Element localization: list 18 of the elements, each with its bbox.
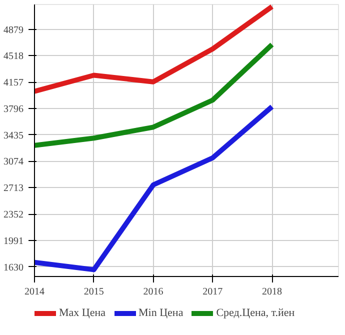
y-tick-label: 1630 [4, 262, 24, 274]
y-tick-label: 2713 [4, 183, 24, 194]
x-tick-label: 2016 [143, 286, 164, 298]
x-tick-label: 2018 [262, 286, 282, 298]
y-tick-label: 1991 [4, 236, 24, 247]
x-tick-label: 2017 [202, 286, 223, 298]
legend-label: Max Цена [59, 307, 106, 319]
y-tick-label: 4518 [4, 51, 24, 62]
legend-label: Сред.Цена, т.йен [216, 307, 295, 319]
y-tick-label: 3796 [4, 104, 24, 115]
y-tick-label: 2352 [4, 210, 24, 220]
legend-label: Min Цена [138, 307, 184, 319]
y-tick-label: 3435 [4, 130, 24, 142]
y-tick-label: 3074 [4, 156, 24, 168]
y-tick-label: 4879 [4, 24, 24, 36]
x-tick-label: 2015 [84, 286, 104, 298]
y-tick-label: 4157 [4, 78, 24, 89]
x-tick-label: 2014 [24, 286, 44, 298]
